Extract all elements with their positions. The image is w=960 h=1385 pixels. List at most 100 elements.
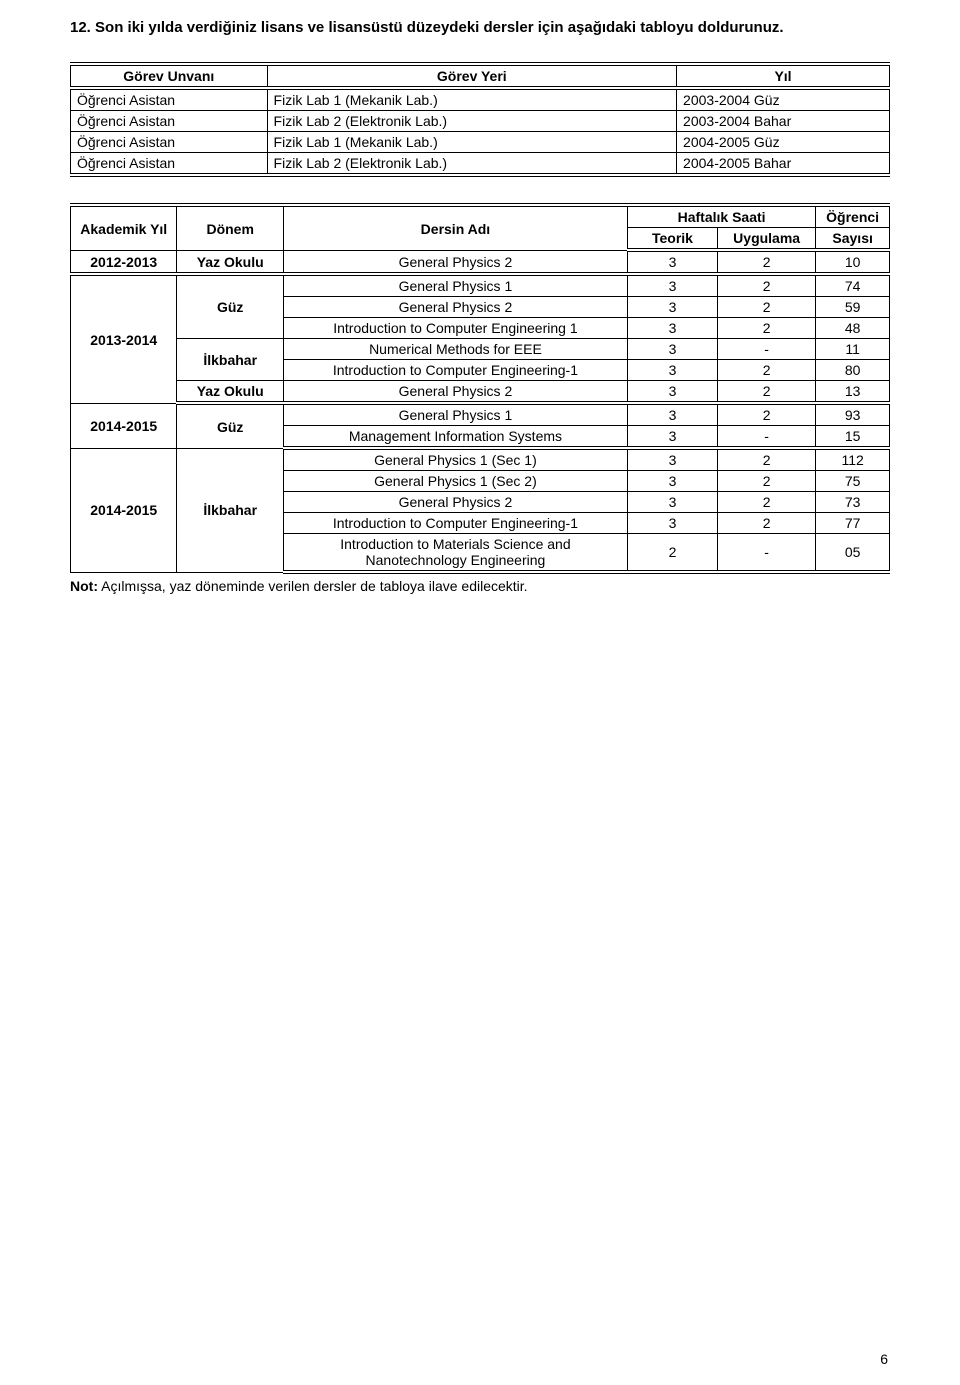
cell-ders: General Physics 1 [283, 403, 627, 426]
cell-yil: 2014-2015 [71, 403, 177, 448]
col-header-yil: Yıl [677, 64, 890, 88]
cell-sayi: 80 [816, 360, 890, 381]
cell-teorik: 3 [627, 274, 717, 297]
cell-uygulama: 2 [718, 513, 816, 534]
col-header-dersin-adi: Dersin Adı [283, 205, 627, 250]
cell-ders: General Physics 1 (Sec 2) [283, 471, 627, 492]
cell-unvan: Öğrenci Asistan [71, 88, 268, 111]
cell-yil: 2013-2014 [71, 274, 177, 403]
table-row: Öğrenci Asistan Fizik Lab 1 (Mekanik Lab… [71, 88, 890, 111]
note-text: Açılmışsa, yaz döneminde verilen dersler… [98, 578, 528, 594]
cell-teorik: 3 [627, 471, 717, 492]
cell-donem: Yaz Okulu [177, 250, 283, 274]
col-header-donem: Dönem [177, 205, 283, 250]
cell-unvan: Öğrenci Asistan [71, 132, 268, 153]
footnote: Not: Açılmışsa, yaz döneminde verilen de… [70, 578, 890, 594]
cell-teorik: 3 [627, 250, 717, 274]
positions-table: Görev Unvanı Görev Yeri Yıl Öğrenci Asis… [70, 62, 890, 177]
cell-ders: Introduction to Computer Engineering-1 [283, 360, 627, 381]
cell-teorik: 3 [627, 403, 717, 426]
col-header-yeri: Görev Yeri [267, 64, 677, 88]
cell-donem: Yaz Okulu [177, 381, 283, 404]
col-header-akademik-yil: Akademik Yıl [71, 205, 177, 250]
cell-ders: Introduction to Computer Engineering-1 [283, 513, 627, 534]
cell-teorik: 3 [627, 339, 717, 360]
cell-sayi: 112 [816, 448, 890, 471]
cell-ders: Introduction to Materials Science and Na… [283, 534, 627, 573]
page: 12. Son iki yılda verdiğiniz lisans ve l… [0, 0, 960, 1385]
cell-sayi: 11 [816, 339, 890, 360]
cell-yeri: Fizik Lab 2 (Elektronik Lab.) [267, 111, 677, 132]
cell-uygulama: 2 [718, 381, 816, 404]
cell-ders: General Physics 2 [283, 250, 627, 274]
cell-teorik: 3 [627, 426, 717, 449]
col-header-uygulama: Uygulama [718, 228, 816, 251]
cell-sayi: 93 [816, 403, 890, 426]
cell-ders: General Physics 2 [283, 297, 627, 318]
col-header-ogrenci: Öğrenci [816, 205, 890, 228]
table-header-row: Görev Unvanı Görev Yeri Yıl [71, 64, 890, 88]
cell-yeri: Fizik Lab 2 (Elektronik Lab.) [267, 153, 677, 176]
cell-sayi: 13 [816, 381, 890, 404]
cell-donem: Güz [177, 274, 283, 339]
cell-sayi: 48 [816, 318, 890, 339]
cell-uygulama: 2 [718, 360, 816, 381]
note-label: Not: [70, 578, 98, 594]
table-row: 2014-2015 İlkbahar General Physics 1 (Se… [71, 448, 890, 471]
cell-teorik: 3 [627, 513, 717, 534]
cell-ders: General Physics 2 [283, 492, 627, 513]
cell-yil: 2012-2013 [71, 250, 177, 274]
cell-teorik: 3 [627, 381, 717, 404]
table-row: Öğrenci Asistan Fizik Lab 2 (Elektronik … [71, 153, 890, 176]
table-row: Yaz Okulu General Physics 2 3 2 13 [71, 381, 890, 404]
cell-uygulama: 2 [718, 318, 816, 339]
table-row: 2013-2014 Güz General Physics 1 3 2 74 [71, 274, 890, 297]
courses-table: Akademik Yıl Dönem Dersin Adı Haftalık S… [70, 203, 890, 574]
section-heading: 12. Son iki yılda verdiğiniz lisans ve l… [70, 18, 890, 38]
col-header-teorik: Teorik [627, 228, 717, 251]
cell-yil: 2014-2015 [71, 448, 177, 572]
cell-sayi: 10 [816, 250, 890, 274]
col-header-unvan: Görev Unvanı [71, 64, 268, 88]
cell-yil: 2004-2005 Güz [677, 132, 890, 153]
cell-sayi: 59 [816, 297, 890, 318]
cell-donem: Güz [177, 403, 283, 448]
col-header-haftalik: Haftalık Saati [627, 205, 815, 228]
cell-uygulama: 2 [718, 274, 816, 297]
col-header-sayisi: Sayısı [816, 228, 890, 251]
cell-yeri: Fizik Lab 1 (Mekanik Lab.) [267, 88, 677, 111]
cell-teorik: 3 [627, 318, 717, 339]
cell-sayi: 77 [816, 513, 890, 534]
cell-uygulama: 2 [718, 403, 816, 426]
cell-uygulama: 2 [718, 250, 816, 274]
cell-yeri: Fizik Lab 1 (Mekanik Lab.) [267, 132, 677, 153]
cell-uygulama: 2 [718, 297, 816, 318]
cell-yil: 2003-2004 Bahar [677, 111, 890, 132]
cell-unvan: Öğrenci Asistan [71, 111, 268, 132]
cell-ders: Management Information Systems [283, 426, 627, 449]
cell-ders: General Physics 1 (Sec 1) [283, 448, 627, 471]
cell-yil: 2003-2004 Güz [677, 88, 890, 111]
cell-teorik: 3 [627, 360, 717, 381]
heading-number: 12. [70, 19, 91, 36]
table-row: 2014-2015 Güz General Physics 1 3 2 93 [71, 403, 890, 426]
cell-sayi: 05 [816, 534, 890, 573]
cell-donem: İlkbahar [177, 448, 283, 572]
cell-sayi: 75 [816, 471, 890, 492]
cell-uygulama: - [718, 426, 816, 449]
cell-sayi: 73 [816, 492, 890, 513]
cell-sayi: 74 [816, 274, 890, 297]
cell-sayi: 15 [816, 426, 890, 449]
table-row: İlkbahar Numerical Methods for EEE 3 - 1… [71, 339, 890, 360]
heading-text: Son iki yılda verdiğiniz lisans ve lisan… [95, 19, 784, 36]
table-row: Öğrenci Asistan Fizik Lab 1 (Mekanik Lab… [71, 132, 890, 153]
cell-ders: Introduction to Computer Engineering 1 [283, 318, 627, 339]
cell-unvan: Öğrenci Asistan [71, 153, 268, 176]
cell-ders: General Physics 1 [283, 274, 627, 297]
cell-uygulama: - [718, 534, 816, 573]
cell-uygulama: 2 [718, 448, 816, 471]
cell-teorik: 3 [627, 448, 717, 471]
cell-uygulama: 2 [718, 492, 816, 513]
table-row: 2012-2013 Yaz Okulu General Physics 2 3 … [71, 250, 890, 274]
cell-ders: General Physics 2 [283, 381, 627, 404]
